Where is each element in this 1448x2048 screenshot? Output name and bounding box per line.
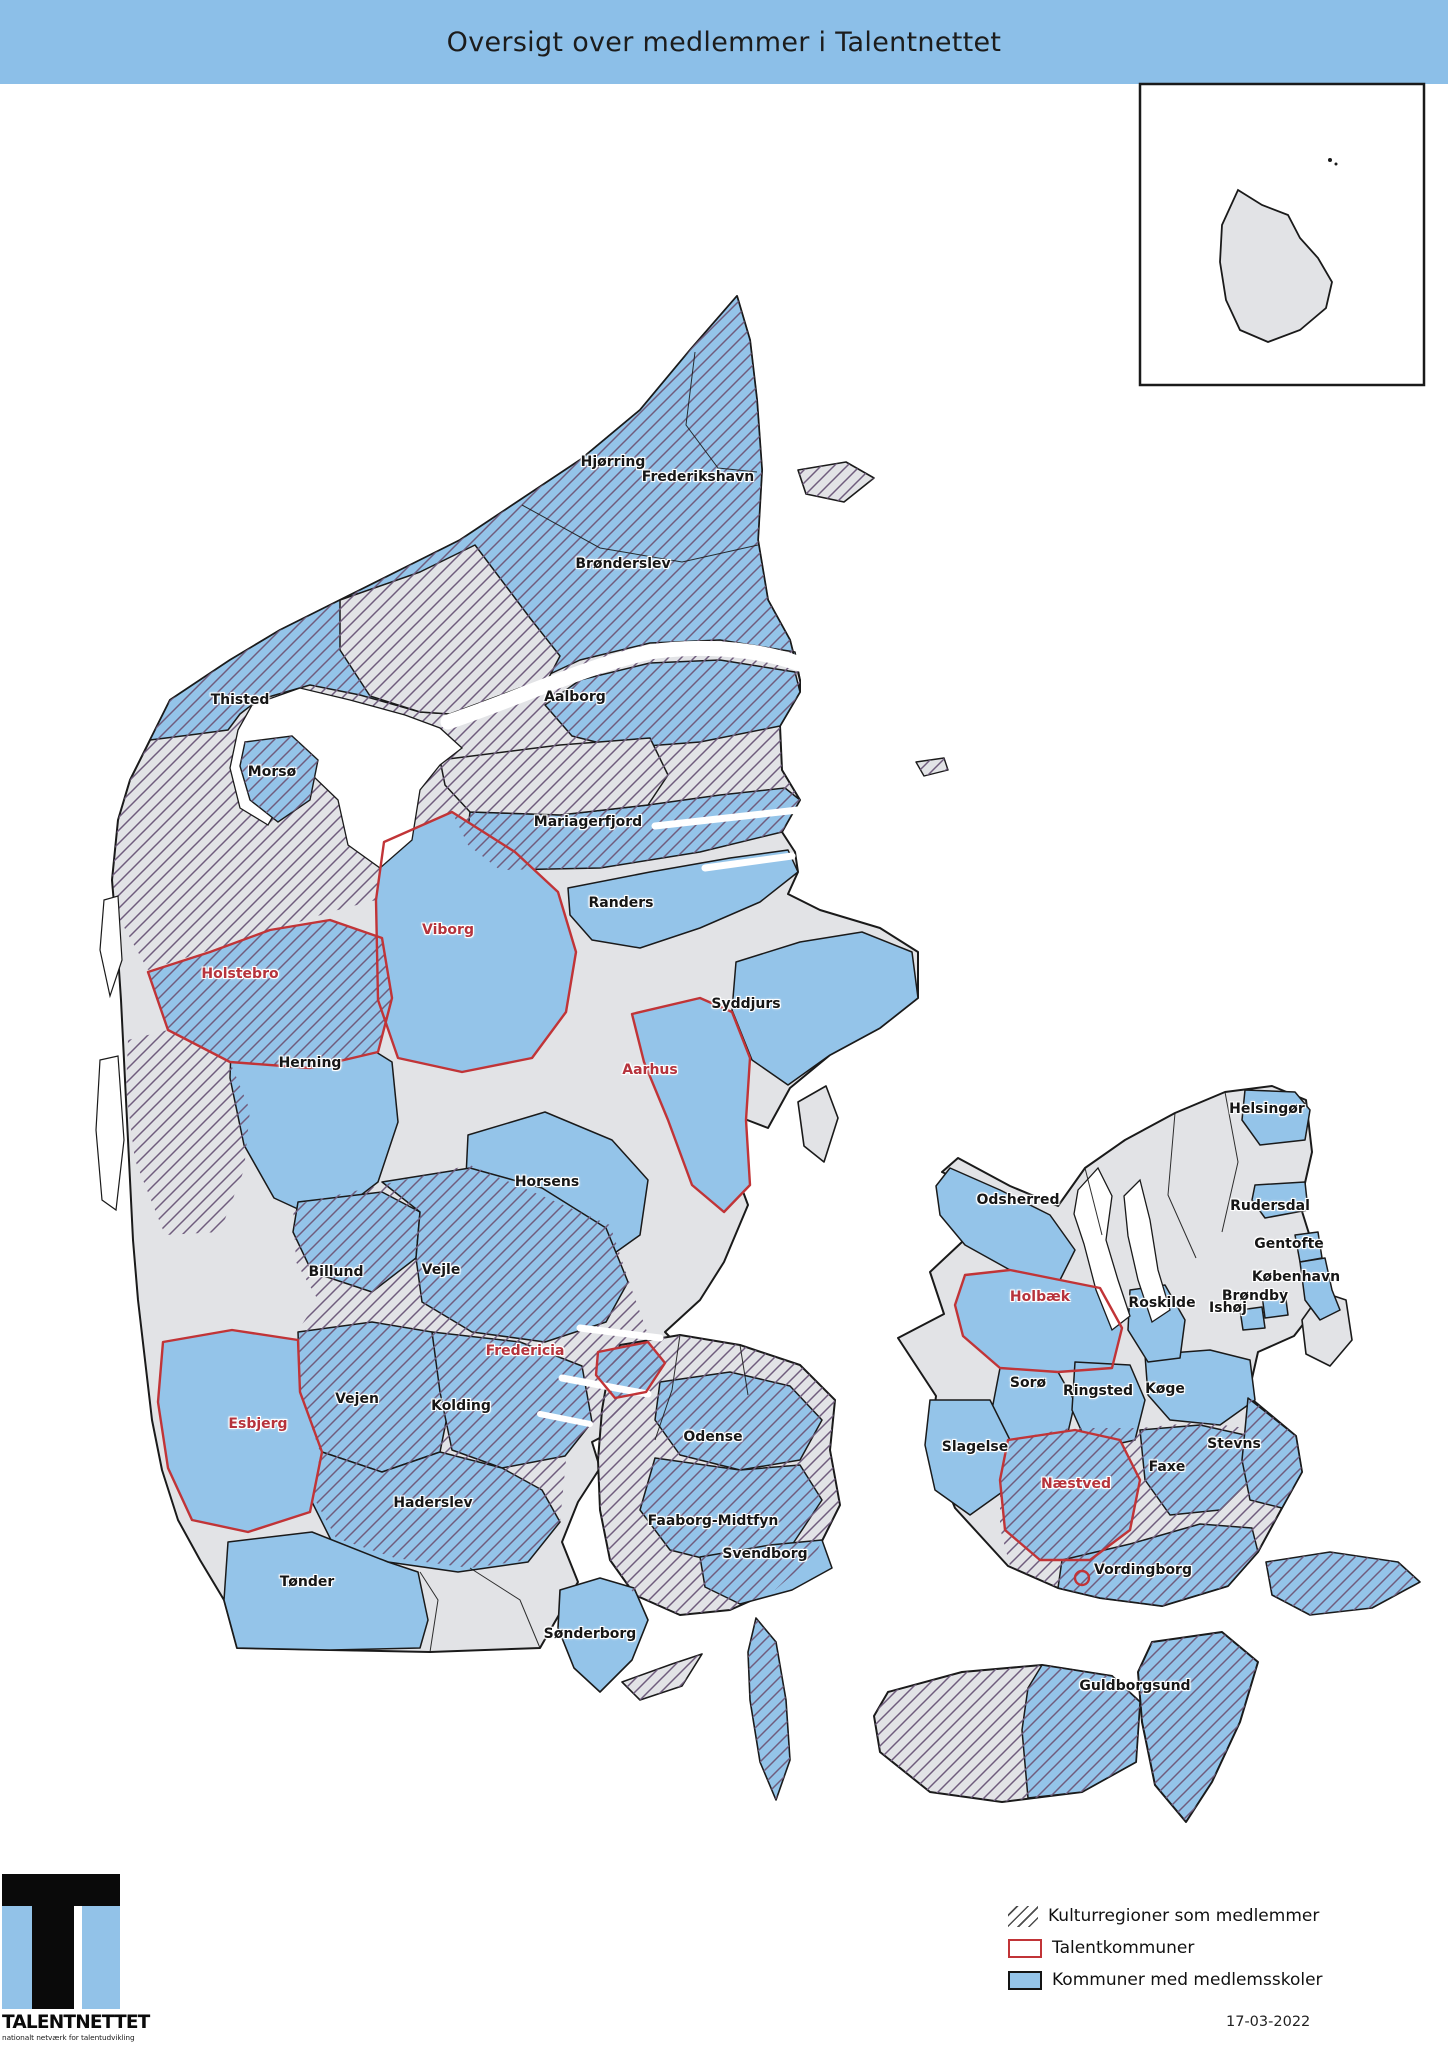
- limfjord-channel: [440, 640, 808, 730]
- hatch-moen: [1266, 1552, 1420, 1615]
- ertholmene-islet: [1328, 158, 1332, 162]
- municipality-roskilde: [1127, 1284, 1186, 1363]
- hatch-aeroe: [622, 1654, 702, 1700]
- talent-outline-esbjerg: [156, 1328, 324, 1534]
- blue-fill-swatch-icon: [1008, 1970, 1042, 1990]
- legend-row-medlemsskoler: Kommuner med medlemsskoler: [1008, 1964, 1323, 1996]
- municipality-koebenhavn: [1299, 1257, 1341, 1321]
- hatch-south-zealand: [1000, 1398, 1302, 1606]
- internal-borders: [419, 351, 1239, 1653]
- municipality-gentofte: [1294, 1231, 1323, 1263]
- logo-blue-left: [2, 1906, 32, 2009]
- hatch-funen: [598, 1335, 840, 1615]
- page-title: Oversigt over medlemmer i Talentnettet: [446, 26, 1002, 58]
- municipality-helsingoer: [1241, 1089, 1311, 1146]
- hatch-swatch-icon: [1008, 1905, 1038, 1927]
- logo-t-bar: [2, 1874, 120, 1906]
- isefjord: [1073, 1166, 1131, 1332]
- ringkoebing-lagoon: [95, 1055, 125, 1212]
- hatch-south-jutland: [293, 1165, 667, 1568]
- kolding-fjord: [537, 1411, 593, 1427]
- red-outline-swatch-icon: [1008, 1938, 1042, 1958]
- nissum-lagoon: [99, 895, 123, 999]
- talent-outline-naestved-exclave: [1073, 1569, 1091, 1587]
- talent-outline-holstebro: [146, 918, 394, 1070]
- municipality-ishoej: [1239, 1306, 1266, 1331]
- legend-label: Kommuner med medlemsskoler: [1052, 1970, 1323, 1990]
- bornholm-inset: [1138, 82, 1426, 387]
- municipality-toender: [223, 1531, 429, 1651]
- hatch-falster: [1138, 1632, 1258, 1822]
- municipality-randers: [567, 849, 799, 949]
- talent-outline-fredericia: [594, 1340, 667, 1400]
- map-legend: Kulturregioner som medlemmer Talentkommu…: [1008, 1900, 1323, 1996]
- talentnettet-logo: TALENTNETTET nationalt netværk for talen…: [2, 1874, 150, 2042]
- talent-outline-naestved: [998, 1428, 1142, 1562]
- legend-label: Talentkommuner: [1052, 1938, 1195, 1958]
- municipality-broendby: [1261, 1291, 1289, 1319]
- hatch-anholt: [916, 758, 948, 776]
- logo-blue-right: [82, 1906, 120, 2009]
- logo-title: TALENTNETTET: [2, 2012, 150, 2033]
- municipality-syddjurs: [731, 931, 919, 1086]
- map-date: 17-03-2022: [1226, 2014, 1311, 2030]
- talent-outline-aarhus: [630, 996, 752, 1214]
- legend-row-kulturregioner: Kulturregioner som medlemmer: [1008, 1900, 1323, 1932]
- mariager-fjord: [651, 806, 802, 830]
- municipality-slagelse: [924, 1399, 1011, 1516]
- talent-outline-viborg: [374, 810, 578, 1074]
- region-samsoe: [797, 1085, 839, 1163]
- waters: [95, 640, 1171, 1427]
- hatch-langeland: [748, 1618, 790, 1800]
- logo-t-stem: [32, 1906, 74, 2009]
- talent-outline-holbaek: [953, 1268, 1124, 1374]
- legend-row-talentkommuner: Talentkommuner: [1008, 1932, 1323, 1964]
- title-bar: Oversigt over medlemmer i Talentnettet: [0, 0, 1448, 84]
- hatch-ringkoebing: [126, 1030, 250, 1235]
- municipality-koege: [1144, 1349, 1256, 1426]
- municipality-rudersdal: [1251, 1181, 1309, 1219]
- horsens-fjord: [576, 1324, 664, 1342]
- randers-fjord: [701, 852, 796, 872]
- hatch-holstebro: [148, 920, 392, 1068]
- hatch-morsoe: [240, 736, 318, 822]
- legend-label: Kulturregioner som medlemmer: [1048, 1906, 1320, 1926]
- hatch-laesoe: [798, 462, 874, 502]
- ertholmene-islet-2: [1334, 162, 1338, 166]
- talent-outlines: [146, 810, 1142, 1587]
- hatch-lolland: [874, 1665, 1140, 1802]
- logo-t-body: [2, 1906, 120, 2009]
- region-als: [557, 1577, 649, 1693]
- region-bornholm: [1219, 188, 1333, 343]
- roskilde-fjord: [1123, 1178, 1171, 1324]
- logo-tagline: nationalt netværk for talentudvikling: [2, 2033, 135, 2042]
